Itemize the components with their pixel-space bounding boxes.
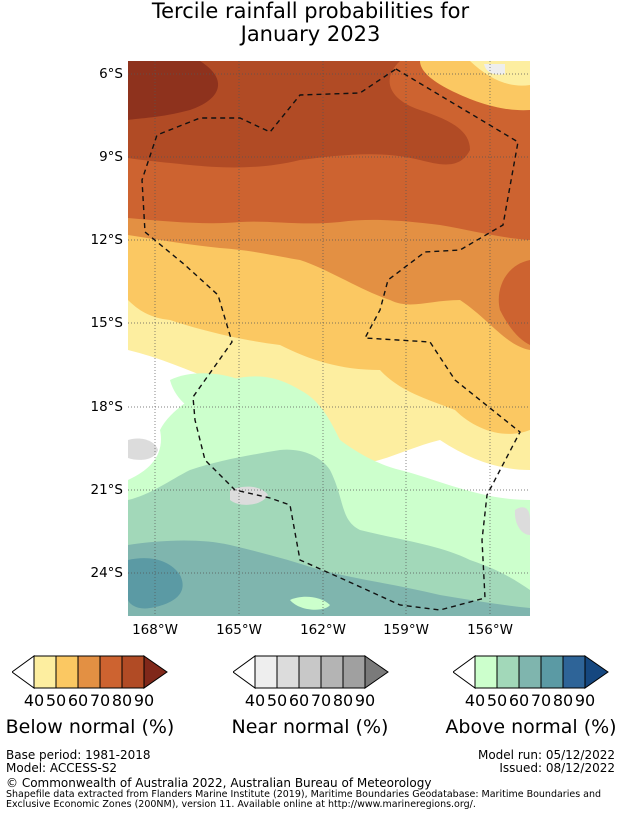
copyright: © Commonwealth of Australia 2022, Austra… [6, 776, 432, 790]
tick: 80 [111, 691, 133, 710]
below-70-east-region [498, 260, 530, 345]
model-run: Model run: 05/12/2022 [477, 748, 615, 762]
lat-label-6s: 6°S [99, 66, 123, 82]
below-normal-colorbar [12, 655, 168, 689]
near-normal-colorbar [233, 655, 389, 689]
lat-label-21s: 21°S [90, 482, 124, 498]
graticule [128, 61, 530, 616]
tick: 60 [67, 691, 89, 710]
above-60-region [128, 540, 530, 616]
lat-label-18s: 18°S [90, 399, 124, 415]
model-name: Model: ACCESS-S2 [6, 761, 118, 775]
tick: 70 [530, 691, 552, 710]
tick: 60 [508, 691, 530, 710]
base-period: Base period: 1981-2018 [6, 748, 151, 762]
tick: 50 [45, 691, 67, 710]
above-normal-colorbar [453, 655, 609, 689]
above-normal-ticks: 40 50 60 70 80 90 [464, 691, 596, 710]
tick: 70 [89, 691, 111, 710]
tick: 60 [288, 691, 310, 710]
shapefile-credit-line-1: Shapefile data extracted from Flanders M… [6, 789, 602, 800]
below-90-region [128, 61, 219, 120]
map-title: Tercile rainfall probabilities for Janua… [0, 0, 621, 46]
above-normal-title: Above normal (%) [445, 716, 617, 738]
lon-label-168w: 168°W [132, 622, 178, 638]
tick: 70 [310, 691, 332, 710]
tick: 90 [354, 691, 376, 710]
tick: 80 [552, 691, 574, 710]
lon-label-165w: 165°W [216, 622, 262, 638]
shapefile-credit-line-2: Exclusive Economic Zones (200NM), versio… [6, 799, 476, 810]
lon-label-159w: 159°W [383, 622, 429, 638]
tick: 90 [133, 691, 155, 710]
tick: 50 [486, 691, 508, 710]
issued-date: Issued: 08/12/2022 [499, 761, 615, 775]
near-normal-title: Near normal (%) [231, 716, 389, 738]
title-line-2: January 2023 [240, 22, 381, 46]
lat-label-9s: 9°S [99, 149, 123, 165]
near-normal-ticks: 40 50 60 70 80 90 [244, 691, 376, 710]
lat-label-15s: 15°S [90, 315, 124, 331]
lon-label-156w: 156°W [467, 622, 513, 638]
eez-boundary [141, 68, 521, 611]
tick: 50 [266, 691, 288, 710]
lon-label-162w: 162°W [300, 622, 346, 638]
tick: 90 [574, 691, 596, 710]
tick: 80 [332, 691, 354, 710]
below-normal-ticks: 40 50 60 70 80 90 [23, 691, 155, 710]
above-40-west-region [170, 373, 244, 416]
near-40-patch-ne [484, 64, 505, 75]
above-40-south-pocket [290, 596, 330, 610]
near-40-patch-east [514, 507, 530, 535]
tick: 40 [464, 691, 486, 710]
rainfall-probability-map [128, 61, 530, 616]
tick: 40 [244, 691, 266, 710]
lat-label-12s: 12°S [90, 232, 124, 248]
below-normal-title: Below normal (%) [5, 716, 175, 738]
tick: 40 [23, 691, 45, 710]
near-40-patch-west [128, 438, 158, 460]
title-line-1: Tercile rainfall probabilities for [151, 0, 470, 23]
lat-label-24s: 24°S [90, 565, 124, 581]
